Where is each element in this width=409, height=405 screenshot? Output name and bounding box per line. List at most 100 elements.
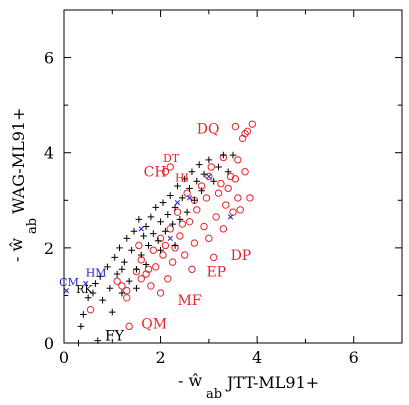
cross-point (206, 173, 212, 180)
plus-point (80, 311, 87, 318)
cross-point (63, 288, 70, 294)
cross-point (186, 195, 193, 201)
cross-point (174, 200, 181, 206)
plus-point (133, 265, 140, 273)
circle-point (118, 282, 126, 290)
circle-point (137, 275, 145, 283)
plus-point (183, 208, 191, 216)
plus-point (142, 261, 150, 268)
plus-point (193, 177, 201, 185)
circle-point (231, 175, 240, 183)
y-axis-subscript: ab (25, 218, 40, 234)
plus-point (108, 308, 116, 316)
plus-point (118, 265, 126, 273)
circle-point (125, 322, 133, 331)
circle-point (217, 179, 225, 188)
y-tick-label: 4 (44, 144, 54, 163)
plus-point (181, 175, 189, 183)
y-axis-ticks: 0 2 4 6 (44, 9, 402, 353)
circle-point (241, 168, 249, 176)
circle-point (241, 129, 249, 138)
circle-point (234, 194, 242, 202)
plus-point (171, 204, 179, 211)
plus-point (166, 192, 174, 199)
pair-label-fy: FY (105, 329, 125, 345)
pair-label-ep: EP (206, 264, 226, 280)
circle-point (168, 258, 177, 266)
plus-point (84, 294, 92, 302)
circle-point (231, 122, 240, 131)
circle-point (185, 217, 194, 226)
circle-point (113, 277, 121, 285)
plus-point (113, 270, 121, 278)
plus-point (224, 168, 232, 176)
plus-point (123, 235, 131, 242)
plus-point (121, 258, 128, 266)
pair-label-dp: DP (231, 248, 252, 264)
circle-point (173, 208, 182, 216)
x-axis-title: - ŵ ab JTT-ML91+ (178, 371, 319, 402)
circle-point (181, 251, 189, 259)
plus-point (130, 227, 138, 235)
plus-point (171, 242, 179, 249)
plus-point (128, 246, 135, 254)
pair-label-qm: QM (141, 317, 167, 333)
x-tick-label: 4 (252, 348, 262, 367)
circle-point (222, 201, 230, 209)
circle-point (190, 239, 199, 247)
plus-point (220, 151, 227, 159)
circle-point (135, 241, 143, 250)
plus-point (152, 204, 160, 211)
plus-point (159, 199, 167, 206)
circle-point (166, 163, 174, 171)
x-tick-label: 0 (59, 348, 69, 367)
plus-point (137, 251, 145, 259)
plus-point (111, 254, 118, 261)
pair-label-rk: RK (76, 283, 93, 296)
y-axis-symbol: - ŵ (7, 238, 26, 262)
circle-point (178, 220, 187, 228)
circle-point (219, 225, 228, 233)
plus-point (157, 218, 164, 225)
circle-point (246, 194, 254, 202)
circle-point (224, 184, 232, 193)
plus-point (186, 185, 193, 192)
plus-point (157, 246, 164, 254)
plus-point (135, 216, 143, 223)
circle-point (123, 294, 131, 302)
pair-label-dt: DT (163, 152, 180, 165)
circle-point (149, 246, 158, 254)
plus-point (195, 161, 203, 168)
circle-point (161, 241, 170, 250)
cross-point (227, 214, 234, 220)
x-axis-symbol: - ŵ (178, 371, 202, 390)
plus-point (210, 177, 217, 185)
circle-point (147, 282, 155, 290)
circle-point (156, 234, 165, 243)
x-axis-label: JTT-ML91+ (225, 373, 319, 392)
circle-point (236, 206, 244, 214)
plus-point (154, 237, 162, 245)
circle-point (166, 225, 174, 233)
cross-point (83, 280, 89, 287)
circle-point (243, 127, 252, 136)
x-axis-subscript: ab (206, 387, 222, 402)
y-tick-label: 2 (44, 239, 54, 258)
plus-point (142, 223, 150, 230)
plus-point (118, 289, 126, 297)
circle-point (229, 208, 237, 216)
plus-point (200, 170, 208, 178)
circle-point (164, 275, 172, 283)
circle-point (205, 234, 213, 243)
plus-point (77, 323, 85, 330)
plus-point (188, 168, 196, 176)
plus-point (205, 156, 213, 164)
cross-point (167, 235, 173, 241)
plus-point (179, 194, 186, 202)
plus-point (125, 277, 133, 285)
plus-point (96, 273, 104, 280)
y-tick-label: 0 (44, 334, 54, 353)
pair-label-dq: DQ (197, 122, 220, 138)
x-tick-label: 2 (155, 348, 165, 367)
